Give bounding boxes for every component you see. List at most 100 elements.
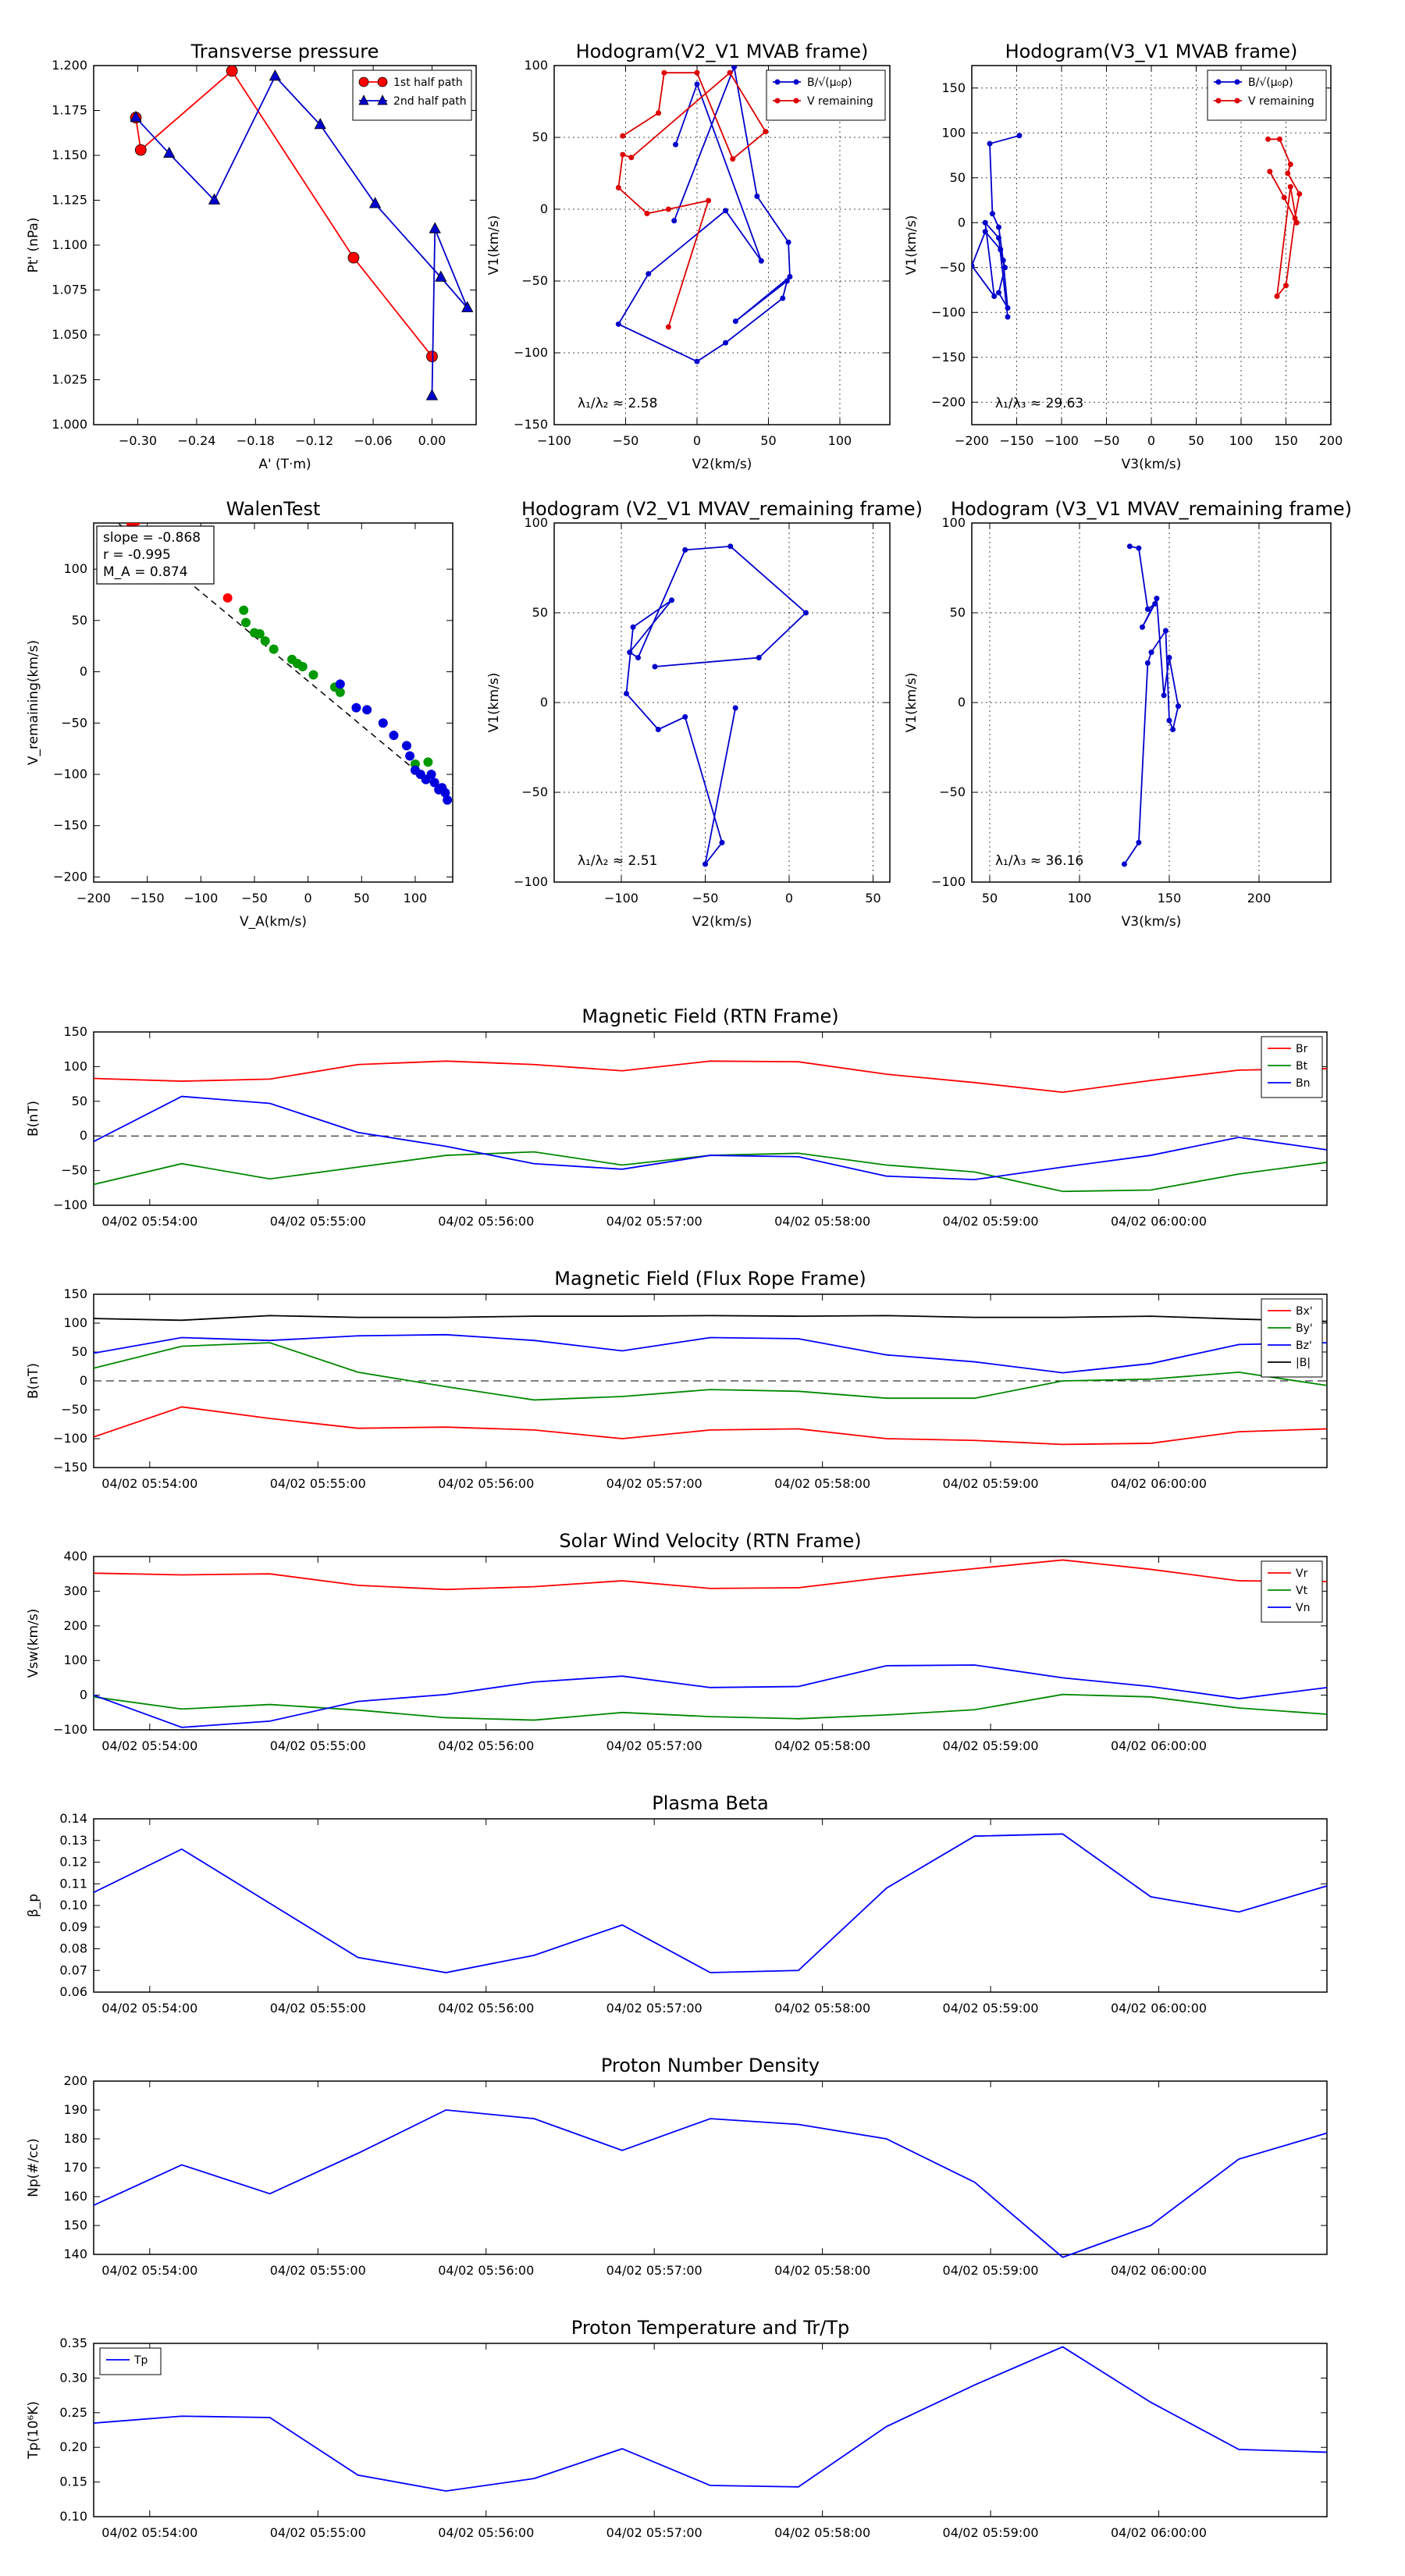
x-tick-label: 04/02 05:56:00	[438, 2525, 534, 2540]
y-tick-label: 150	[63, 1024, 87, 1039]
data-point	[1274, 294, 1280, 300]
x-tick-label: 100	[828, 433, 852, 448]
y-tick-label: 1.025	[52, 372, 87, 387]
data-point	[754, 193, 760, 199]
data-point	[1002, 265, 1008, 271]
legend	[766, 69, 886, 121]
x-axis-label: V3(km/s)	[1122, 457, 1182, 472]
series-bt-line	[93, 1151, 1328, 1193]
legend-label: Bz'	[1296, 1340, 1312, 1352]
x-tick-label: 50	[1188, 433, 1204, 448]
data-point	[297, 662, 308, 671]
chart-mag-rtn: Magnetic Field (RTN Frame) B(nT) −100 −50 0 5…	[26, 1005, 1328, 1229]
data-point	[627, 649, 633, 656]
chart-title: Proton Temperature and Tr/Tp	[571, 2317, 849, 2339]
y-axis-label: V1(km/s)	[904, 673, 919, 733]
y-tick-label: 0.13	[59, 1833, 87, 1848]
series-b-line	[1123, 546, 1179, 865]
data-point	[269, 69, 282, 81]
legend-marker	[774, 79, 781, 85]
y-tick-label: 0.10	[59, 2509, 87, 2524]
series-by-line	[93, 1342, 1328, 1401]
x-tick-label: 04/02 06:00:00	[1111, 2263, 1207, 2278]
y-tick-label: 0.35	[59, 2336, 87, 2350]
legend-label: B/√(μ₀ρ)	[1248, 76, 1293, 89]
data-point	[1170, 727, 1176, 732]
legend	[1261, 1298, 1323, 1378]
y-tick-label: −100	[514, 874, 548, 889]
legend-marker	[377, 76, 388, 87]
y-tick-label: 100	[941, 125, 966, 140]
x-tick-label: 04/02 05:57:00	[606, 1214, 702, 1229]
stats-line: M_A = 0.874	[103, 564, 188, 580]
y-tick-label: 0.12	[59, 1855, 87, 1870]
y-axis-label: Tp(10⁶K)	[26, 2401, 41, 2460]
stats-box	[96, 525, 215, 585]
x-tick-label: 04/02 05:57:00	[606, 2001, 702, 2016]
legend-marker	[377, 94, 388, 105]
data-point	[1154, 596, 1160, 602]
y-axis-label: V1(km/s)	[904, 215, 919, 276]
ratio-annotation: λ₁/λ₂ ≈ 2.51	[578, 853, 657, 869]
chart-transverse-pressure: −0.30 −0.24 −0.18 −0.12 −0.06 0.00 1.000 1.025 1…	[26, 41, 477, 472]
x-tick-label: 04/02 05:55:00	[270, 1214, 366, 1229]
x-axis-label: V3(km/s)	[1122, 914, 1182, 930]
data-point	[727, 543, 734, 550]
x-tick-label: 04/02 05:55:00	[270, 1738, 366, 1753]
y-axis-label: Np(#/cc)	[26, 2138, 41, 2197]
chart-title: Hodogram(V3_V1 MVAB frame)	[1005, 41, 1298, 62]
data-point	[785, 239, 791, 245]
plot-area	[615, 66, 793, 365]
data-point	[335, 679, 345, 689]
plot-frame	[93, 1818, 1328, 1993]
data-point	[702, 861, 708, 867]
x-tick-label: 200	[1319, 433, 1343, 448]
y-axis-label: Pt' (nPa)	[26, 218, 41, 273]
data-point	[730, 156, 736, 162]
data-point	[163, 146, 176, 158]
data-point	[314, 118, 326, 130]
x-tick-label: −0.12	[295, 433, 333, 448]
y-axis-label: V_remaining(km/s)	[26, 640, 41, 765]
y-tick-label: 1.200	[52, 58, 87, 73]
x-tick-label: −0.18	[237, 433, 275, 448]
y-axis-label: B(nT)	[26, 1101, 41, 1137]
legend-marker	[774, 98, 781, 104]
chart-proton-temperature: Proton Temperature and Tr/Tp Tp(10⁶K) 0.10…	[26, 2317, 1328, 2540]
x-tick-label: 150	[1274, 433, 1298, 448]
x-tick-label: −200	[76, 891, 111, 906]
data-point	[1292, 215, 1298, 221]
y-tick-label: 1.100	[52, 237, 87, 252]
legend-label: V remaining	[807, 95, 873, 108]
y-tick-label: 0	[958, 215, 966, 229]
x-tick-label: 04/02 05:59:00	[943, 2525, 1039, 2540]
data-point	[110, 511, 119, 521]
ratio-annotation: λ₁/λ₃ ≈ 36.16	[995, 853, 1083, 869]
data-point	[682, 713, 688, 720]
series-vr-line	[93, 1559, 1328, 1591]
data-point	[615, 321, 621, 327]
y-axis-label: Vsw(km/s)	[26, 1609, 41, 1678]
chart-title: Plasma Beta	[652, 1792, 768, 1814]
data-point	[665, 206, 671, 212]
x-tick-label: 0	[304, 891, 312, 906]
data-point	[1144, 660, 1151, 666]
chart-title: Transverse pressure	[190, 41, 379, 62]
data-point	[996, 224, 1001, 230]
data-point	[982, 219, 988, 226]
y-tick-label: 0.20	[59, 2439, 87, 2454]
y-axis-label: B(nT)	[26, 1363, 41, 1399]
y-tick-label: −100	[53, 1722, 87, 1737]
plot-area	[1122, 543, 1181, 867]
y-tick-label: 0.10	[59, 1898, 87, 1912]
x-tick-label: 150	[1158, 891, 1182, 906]
y-tick-label: 200	[63, 1618, 87, 1633]
data-point	[673, 141, 679, 148]
x-axis-label: V_A(km/s)	[240, 914, 307, 930]
x-tick-label: −50	[1094, 433, 1120, 448]
x-tick-label: −100	[183, 891, 218, 906]
chart-title: Hodogram (V3_V1 MVAV_remaining frame)	[951, 498, 1352, 520]
x-tick-label: 04/02 05:58:00	[774, 2263, 870, 2278]
y-tick-label: −100	[53, 767, 87, 781]
